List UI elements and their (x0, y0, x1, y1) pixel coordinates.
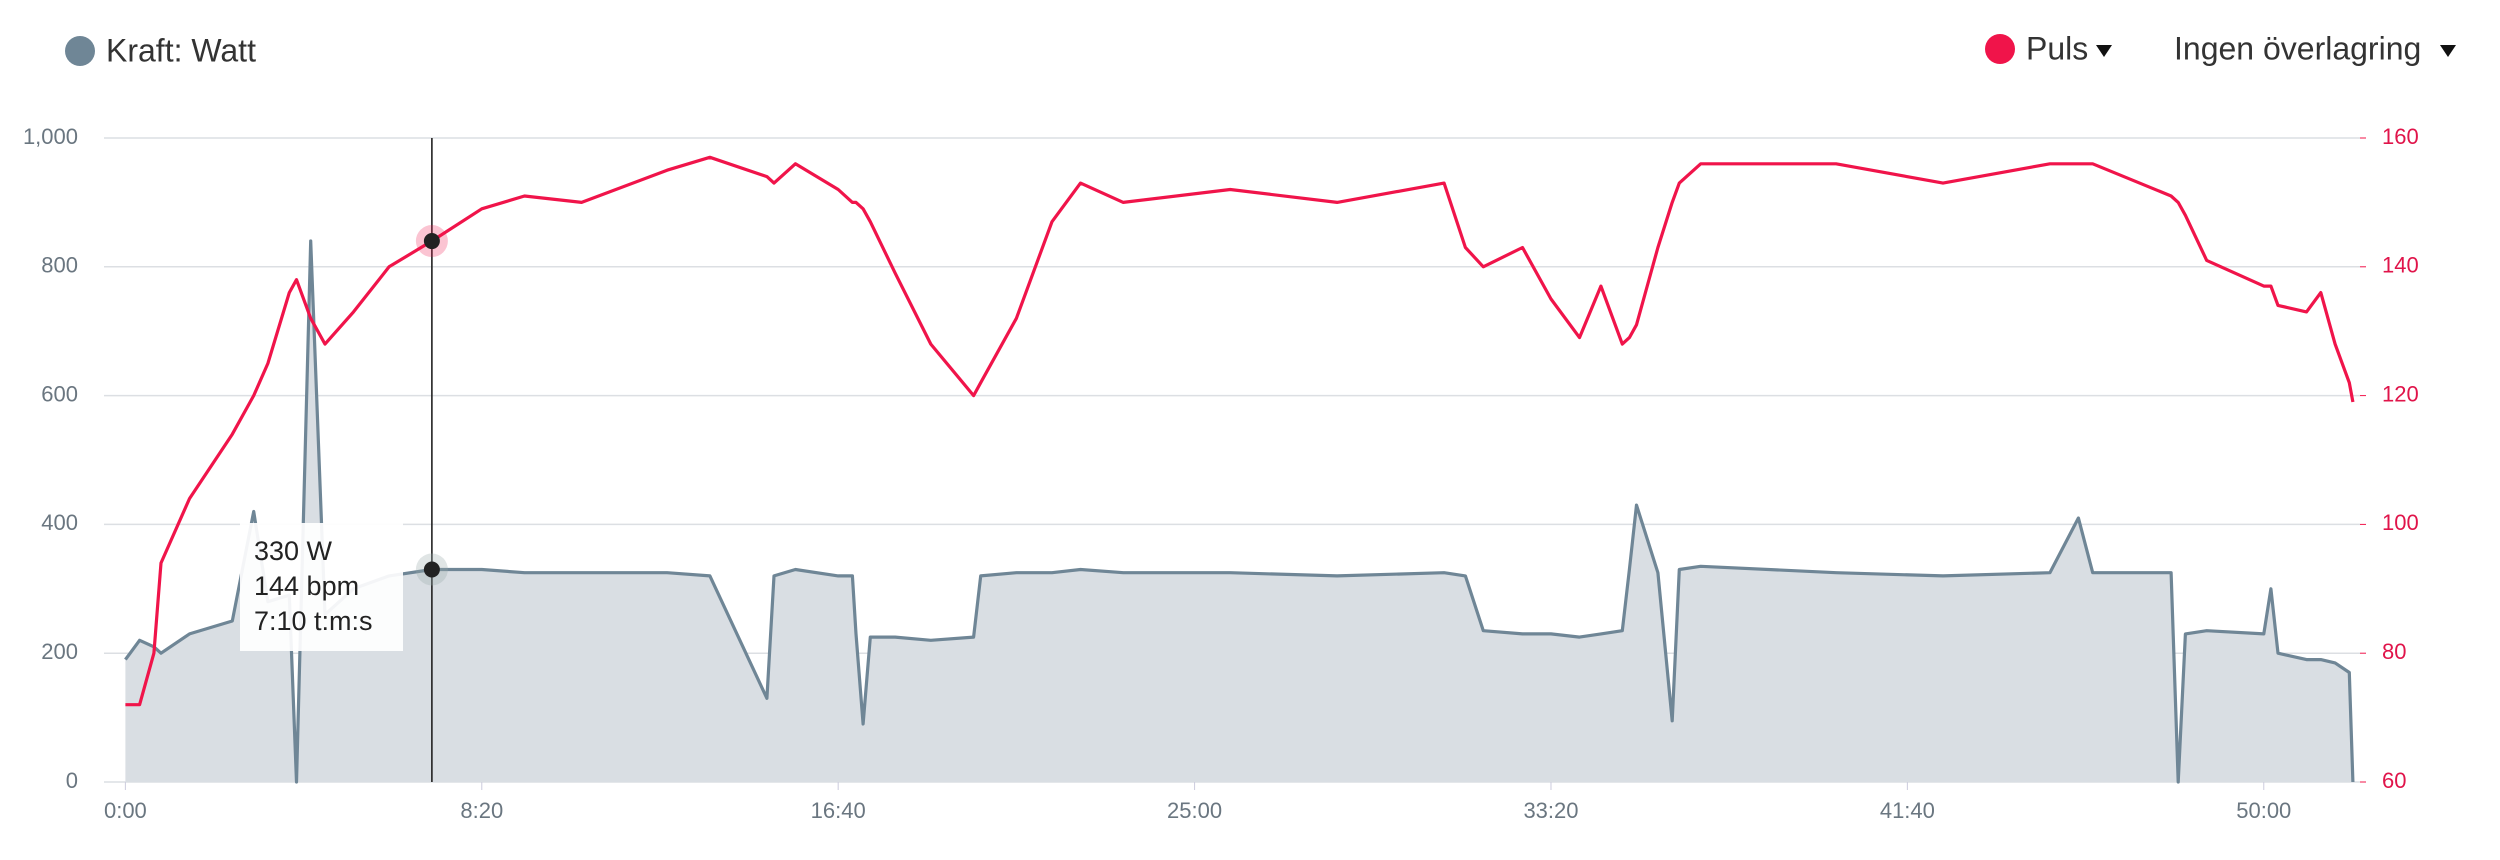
tooltip-box (240, 523, 403, 651)
y-tick-label: 600 (41, 381, 78, 406)
series-line (125, 155, 2355, 707)
y-tick-label: 0 (66, 768, 78, 793)
x-tick-label: 33:20 (1523, 798, 1578, 823)
plot: 0 200 400 600 800 1,000 60 80 100 120 140 160 0:00 8:… (23, 124, 2419, 823)
x-tick-label: 0:00 (104, 798, 147, 823)
y2-tick-label: 60 (2382, 768, 2406, 793)
tooltip-line: 144 bpm (254, 571, 359, 601)
y-tick-label: 400 (41, 510, 78, 535)
y-tick-label: 200 (41, 639, 78, 664)
x-tick-label: 41:40 (1880, 798, 1935, 823)
dropdown-arrow[interactable] (2096, 45, 2112, 57)
overlay-select[interactable]: Ingen överlagring (2174, 30, 2421, 66)
y2-tick-label: 120 (2382, 381, 2419, 406)
legend-swatch (65, 36, 95, 66)
legend-label[interactable]: Puls (2026, 30, 2088, 66)
y2-tick-label: 140 (2382, 253, 2419, 278)
y2-tick-label: 100 (2382, 510, 2419, 535)
y-tick-label: 1,000 (23, 124, 78, 149)
x-tick-label: 25:00 (1167, 798, 1222, 823)
x-tick-label: 50:00 (2236, 798, 2291, 823)
x-tick-label: 8:20 (460, 798, 503, 823)
cursor-dot (423, 233, 440, 250)
legend-swatch (1985, 34, 2015, 64)
dropdown-arrow[interactable] (2440, 45, 2456, 57)
y2-tick-label: 80 (2382, 639, 2406, 664)
area (125, 241, 2353, 782)
legend-label[interactable]: Kraft: Watt (106, 32, 256, 68)
tooltip-line: 7:10 t:m:s (254, 606, 373, 636)
cursor-dot (423, 561, 440, 578)
y-tick-label: 800 (41, 253, 78, 278)
tooltip-line: 330 W (254, 536, 333, 566)
x-tick-label: 16:40 (811, 798, 866, 823)
y2-tick-label: 160 (2382, 124, 2419, 149)
